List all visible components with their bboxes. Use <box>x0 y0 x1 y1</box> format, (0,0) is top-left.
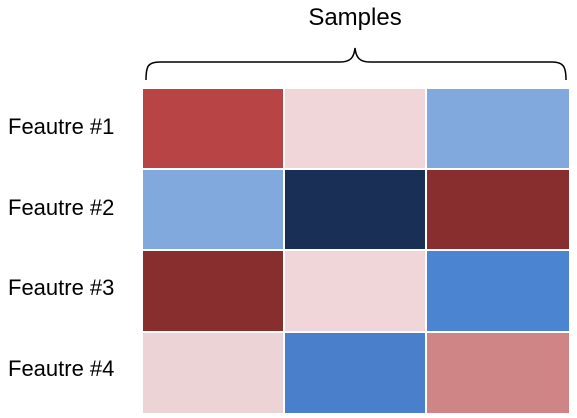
heatmap-cell <box>427 170 569 249</box>
row-label-feature-2: Feautre #2 <box>8 195 115 220</box>
heatmap-cell <box>427 333 569 413</box>
heatmap-cell <box>143 170 283 249</box>
heatmap-cell <box>285 89 425 168</box>
row-label-feature-3: Feautre #3 <box>8 275 115 300</box>
row-label-feature-1: Feautre #1 <box>8 114 115 139</box>
heatmap-cell <box>427 89 569 168</box>
heatmap-cell <box>285 170 425 249</box>
row-label-feature-4: Feautre #4 <box>8 356 115 381</box>
heatmap-grid <box>143 89 569 413</box>
heatmap-cell <box>285 251 425 331</box>
heatmap-cell <box>143 251 283 331</box>
heatmap-cell <box>285 333 425 413</box>
heatmap-cell <box>143 333 283 413</box>
heatmap-cell <box>427 251 569 331</box>
heatmap-cell <box>143 89 283 168</box>
samples-header: Samples <box>308 4 402 31</box>
samples-brace <box>145 47 567 81</box>
